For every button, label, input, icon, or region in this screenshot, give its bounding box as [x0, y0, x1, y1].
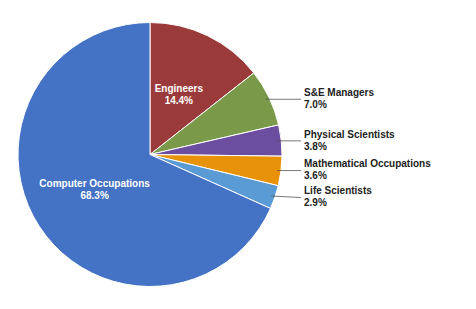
leader-line	[266, 99, 301, 100]
slice-label: S&E Managers	[304, 87, 374, 98]
leader-line	[271, 196, 301, 198]
pie-slice	[18, 23, 270, 287]
data-label: 14.4%	[165, 95, 193, 106]
slice-label: Engineers	[155, 83, 204, 94]
leader-line	[277, 170, 301, 171]
pie-slice	[150, 125, 282, 156]
slice-label: Life Scientists	[304, 185, 372, 196]
slice-label: Mathematical Occupations	[304, 158, 431, 169]
slice-label: Physical Scientists	[304, 128, 395, 139]
data-label: 3.6%	[304, 170, 327, 181]
data-label: 7.0%	[304, 99, 327, 110]
data-label: 68.3%	[80, 190, 108, 201]
chart: Engineers14.4% Computer Occupations68.3% S…	[0, 0, 476, 309]
pie	[18, 23, 282, 287]
data-label: 3.8%	[304, 140, 327, 151]
leader-line	[277, 140, 301, 141]
labels: Engineers14.4% Computer Occupations68.3% S…	[39, 83, 431, 208]
data-label: 2.9%	[304, 197, 327, 208]
slice-label: Computer Occupations	[39, 178, 150, 189]
